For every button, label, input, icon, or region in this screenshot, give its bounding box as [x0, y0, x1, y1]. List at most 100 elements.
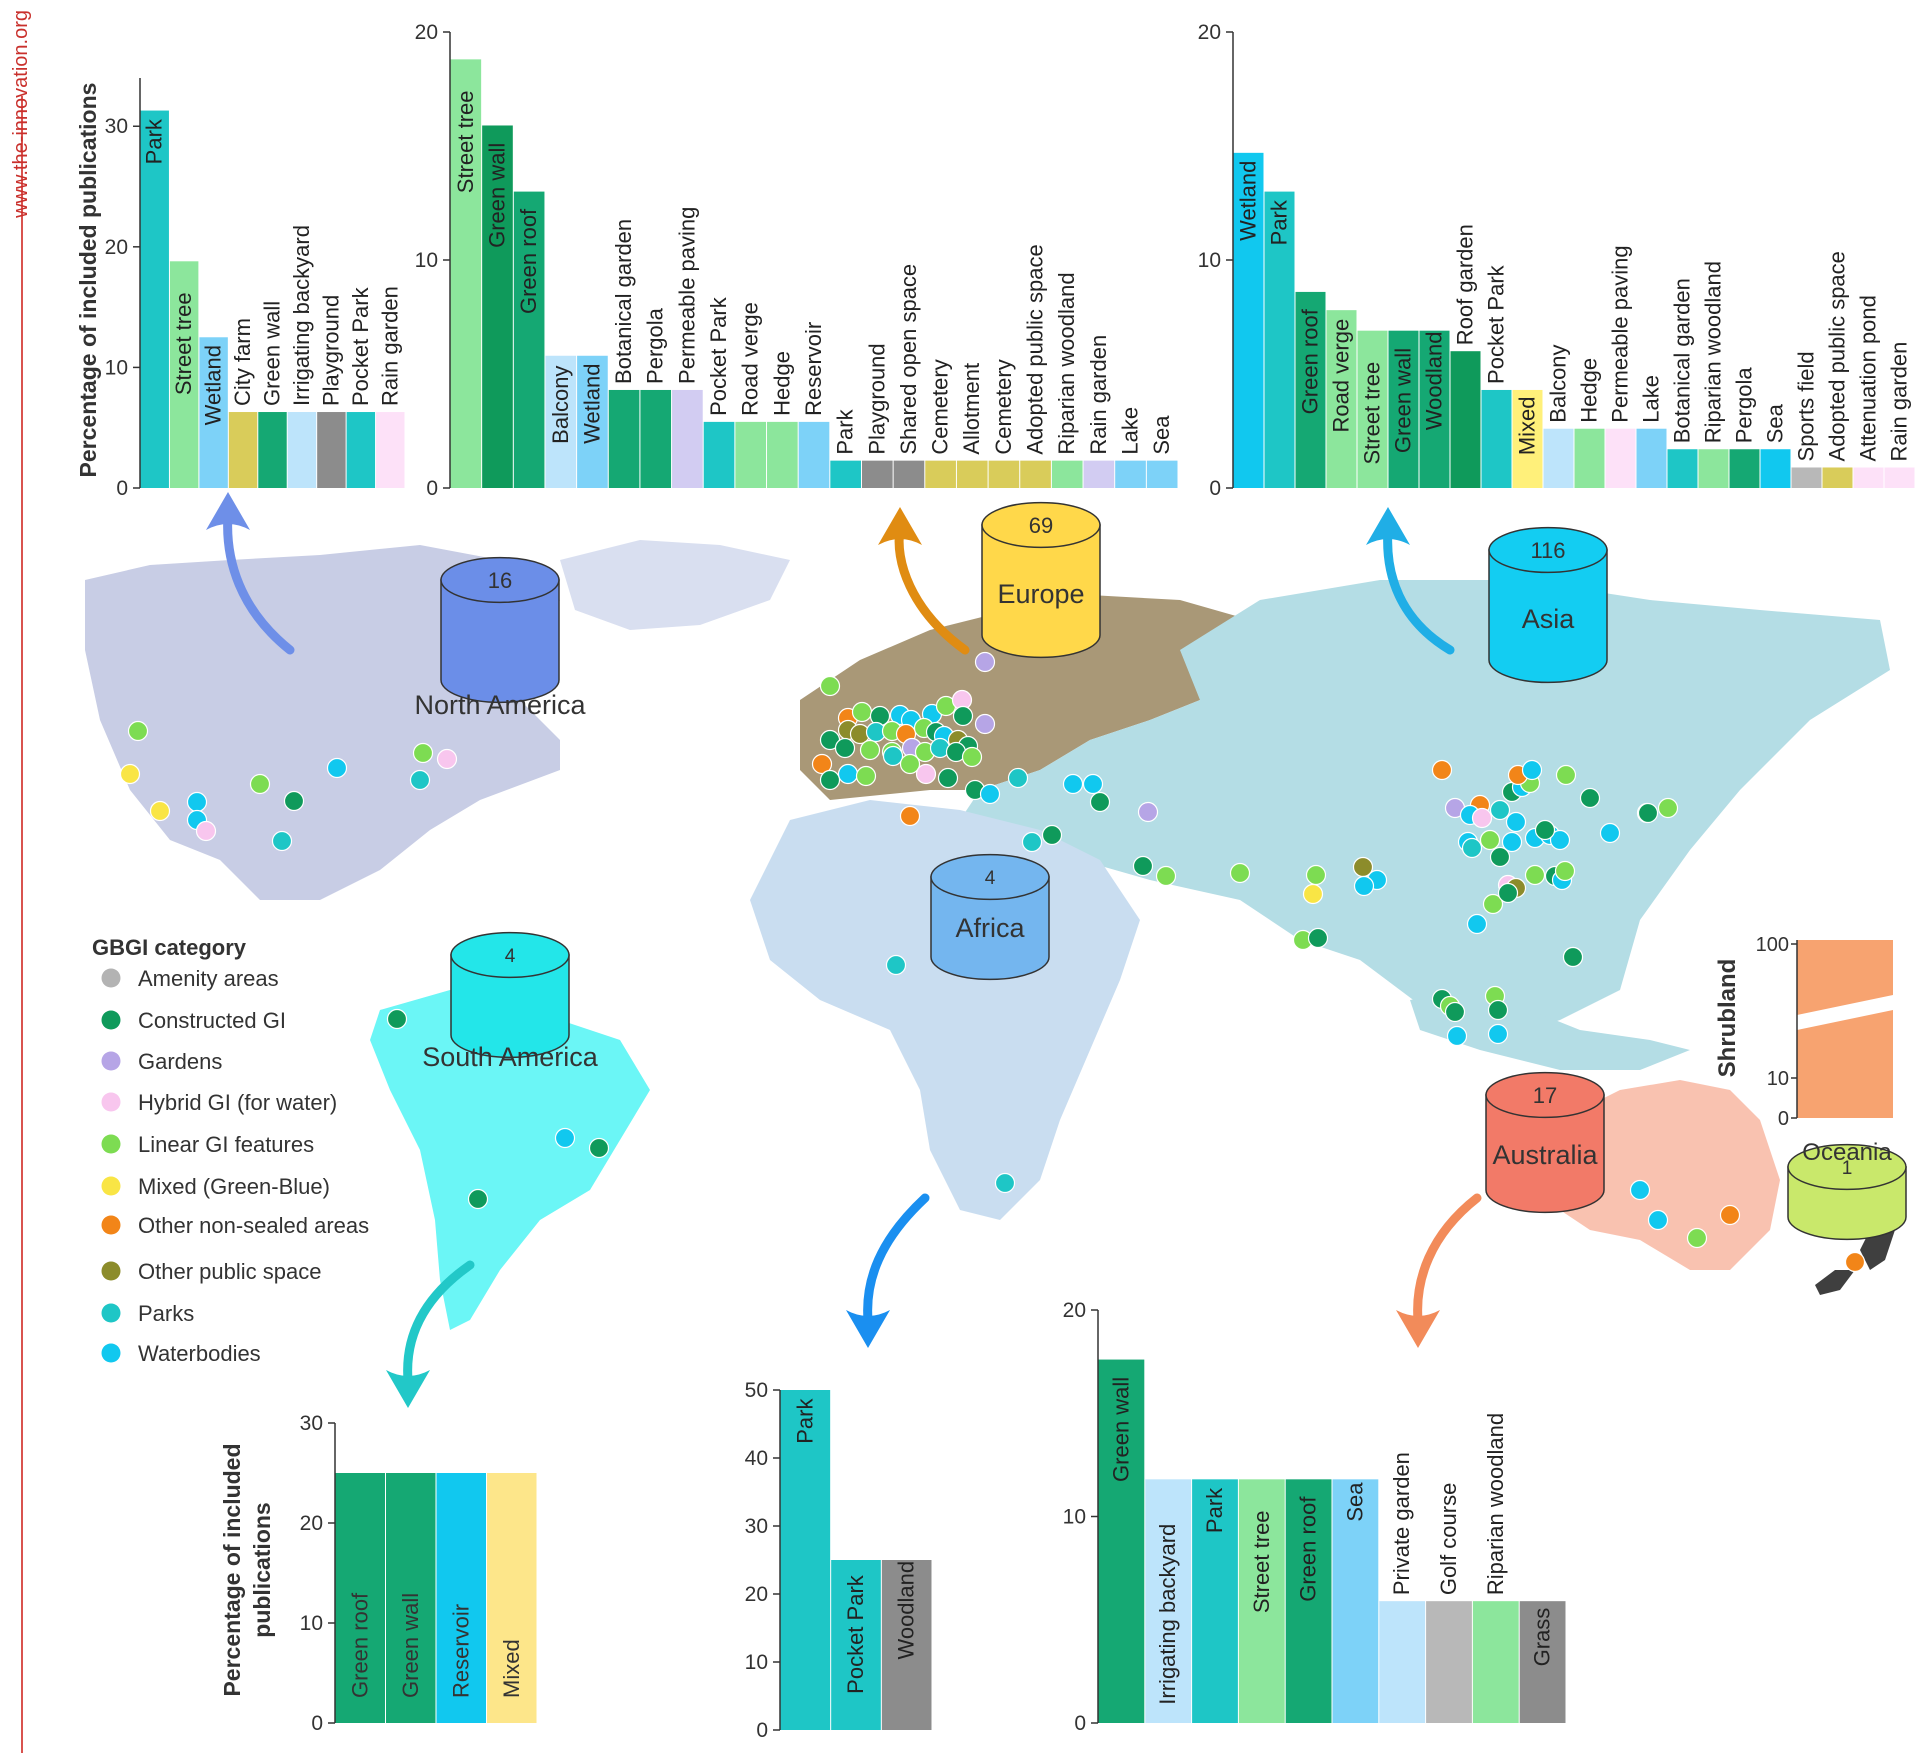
bar-north-america	[140, 110, 169, 488]
cylinder-body	[981, 524, 1101, 659]
bar-south-america	[436, 1473, 486, 1723]
dot-water	[1647, 1209, 1669, 1231]
arrow-shaft	[1383, 525, 1455, 655]
dot-mixed	[119, 763, 141, 785]
bar-australia	[1192, 1479, 1238, 1723]
arrow-head	[206, 492, 250, 530]
category-label-europe: Lake	[1118, 407, 1143, 455]
dot-water	[1599, 822, 1621, 844]
bar-australia	[1332, 1479, 1379, 1723]
arrow	[386, 1260, 475, 1408]
category-label-asia: Balcony	[1546, 344, 1571, 422]
cylinder-north-america: 16 North America	[414, 556, 587, 720]
bar-asia	[1419, 330, 1450, 488]
legend-label: Other public space	[138, 1259, 321, 1284]
region-count-oceania: 1	[1842, 1158, 1853, 1179]
y-tick-label-africa: 20	[745, 1583, 768, 1606]
legend-swatch	[101, 1134, 121, 1154]
category-label-europe: Pergola	[643, 307, 668, 384]
arrow-shaft	[863, 1193, 930, 1325]
cylinder-top	[981, 501, 1101, 549]
cylinder-africa: 4 Africa	[930, 853, 1050, 981]
y-tick-label-africa: 40	[745, 1447, 768, 1470]
y-tick-label-north-america: 0	[116, 477, 128, 500]
bar-asia	[1667, 449, 1698, 488]
cylinder-top	[1485, 1071, 1605, 1119]
category-label-asia: Sports field	[1794, 351, 1819, 461]
dot-hybrid	[1471, 807, 1493, 829]
dot-constructed	[834, 737, 856, 759]
bar-europe	[735, 421, 767, 488]
dot-constructed	[952, 705, 974, 727]
arrow-head	[386, 1370, 430, 1408]
region-label-africa: Africa	[955, 913, 1025, 943]
chart-south-america: Green roof Green wall Reservoir Mixed 0 10 20 3…	[219, 1412, 537, 1735]
bar-australia	[1379, 1601, 1426, 1723]
legend-label: Linear GI features	[138, 1132, 314, 1157]
dot-constructed	[1497, 882, 1519, 904]
bar-europe	[513, 191, 545, 488]
dot-linear	[851, 701, 873, 723]
dot-linear	[1155, 865, 1177, 887]
dot-linear	[249, 773, 271, 795]
category-label-south-america: Mixed	[499, 1639, 524, 1698]
dot-constructed	[1579, 787, 1601, 809]
legend-label: Gardens	[138, 1049, 222, 1074]
south-america-shape	[370, 990, 650, 1330]
legend-swatch	[101, 1051, 121, 1071]
category-label-africa: Pocket Park	[843, 1574, 868, 1694]
region-count-australia: 17	[1533, 1083, 1557, 1108]
y-tick-label-australia: 10	[1063, 1506, 1086, 1529]
bar-north-america	[317, 412, 346, 488]
dot-linear	[819, 675, 841, 697]
bar-asia	[1822, 467, 1853, 488]
cylinder-body	[450, 954, 570, 1059]
bar-australia	[1426, 1601, 1472, 1723]
dot-parks	[1461, 837, 1483, 859]
cylinder-top	[1488, 526, 1608, 574]
bar-europe	[893, 460, 925, 488]
region-count-north-america: 16	[488, 568, 512, 593]
dot-constructed	[1534, 819, 1556, 841]
y-axis-title-north-america: Percentage of included publications	[75, 83, 101, 478]
dot-gardens	[974, 651, 996, 673]
dot-linear	[1524, 864, 1546, 886]
oceania-label: Oceania	[1802, 1139, 1892, 1166]
bar-oceania-upper	[1797, 940, 1893, 1015]
category-label-europe: Playground	[864, 343, 889, 454]
bar-europe	[1051, 460, 1083, 488]
bar-asia	[1264, 191, 1295, 488]
category-label-south-america: Green roof	[347, 1592, 372, 1698]
bar-asia	[1698, 449, 1729, 488]
legend-swatch	[101, 1176, 121, 1196]
legend-label: Amenity areas	[138, 966, 279, 991]
dot-parks	[882, 745, 904, 767]
chart-north-america: Park Street tree Wetland City farm Green wal…	[75, 78, 405, 500]
chart-asia: Wetland Park Green roof Road verge Street tr…	[1198, 21, 1915, 500]
y-tick-label-oceania: 10	[1767, 1068, 1789, 1090]
legend-swatch	[101, 1092, 121, 1112]
bar-north-america	[228, 412, 258, 488]
category-label-europe: Shared open space	[896, 264, 921, 455]
bar-europe	[577, 355, 608, 488]
asia-shape	[960, 580, 1890, 1040]
legend-label: Parks	[138, 1301, 194, 1326]
category-label-africa: Woodland	[894, 1561, 919, 1660]
bar-europe	[1083, 460, 1115, 488]
legend-item: Parks	[101, 1301, 194, 1326]
category-label-north-america: Playground	[318, 295, 343, 406]
dot-linear	[412, 742, 434, 764]
dot-water	[326, 757, 348, 779]
category-label-asia: Riparian woodland	[1701, 261, 1726, 443]
dot-constructed	[1637, 802, 1659, 824]
category-label-europe: Pocket Park	[706, 296, 731, 416]
legend-item: Constructed GI	[101, 1008, 286, 1033]
y-tick-label-asia: 20	[1198, 21, 1221, 44]
dot-water	[1501, 831, 1523, 853]
category-label-europe: Permeable paving	[674, 207, 699, 384]
legend-swatch	[101, 1010, 121, 1030]
category-label-north-america: Park	[142, 118, 167, 164]
y-tick-label-europe: 20	[415, 21, 438, 44]
category-label-asia: Pocket Park	[1484, 264, 1509, 384]
dot-water	[1629, 1179, 1651, 1201]
